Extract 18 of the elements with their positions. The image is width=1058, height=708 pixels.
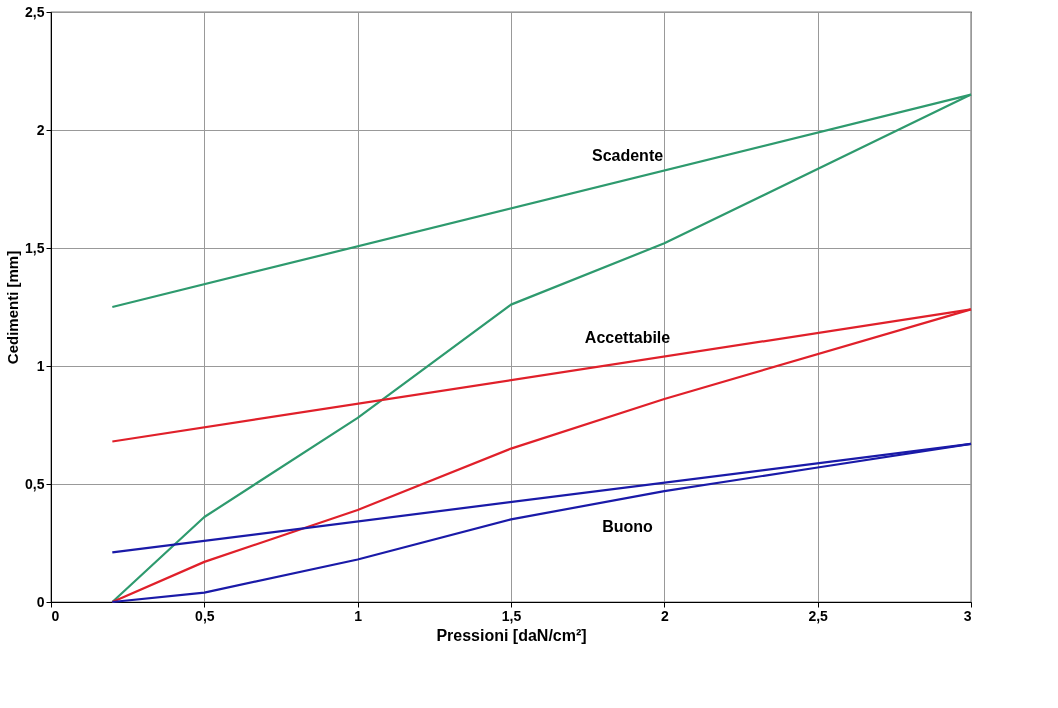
y-tick-label: 0,5 [25,475,45,492]
y-tick-label: 2 [36,121,45,138]
series-label: Scadente [591,146,664,164]
series-label: Accettabile [584,329,671,347]
y-axis-title: Cedimenti [mm] [4,250,22,365]
y-tick-label: 2,5 [25,3,45,20]
x-tick-label: 2 [660,607,669,624]
x-tick-label: 3 [963,607,972,624]
x-tick-label: 0,5 [195,607,215,624]
x-axis-title: Pressioni [daN/cm²] [436,626,587,644]
series-label: Buono [602,518,654,536]
y-tick-label: 1,5 [25,239,45,256]
x-tick-label: 2,5 [808,607,829,624]
x-tick-label: 1 [354,607,363,624]
y-tick-label: 1 [36,357,45,374]
x-tick-label: 0 [51,607,60,624]
x-tick-label: 1,5 [501,607,522,624]
y-tick-label: 0 [36,593,45,610]
